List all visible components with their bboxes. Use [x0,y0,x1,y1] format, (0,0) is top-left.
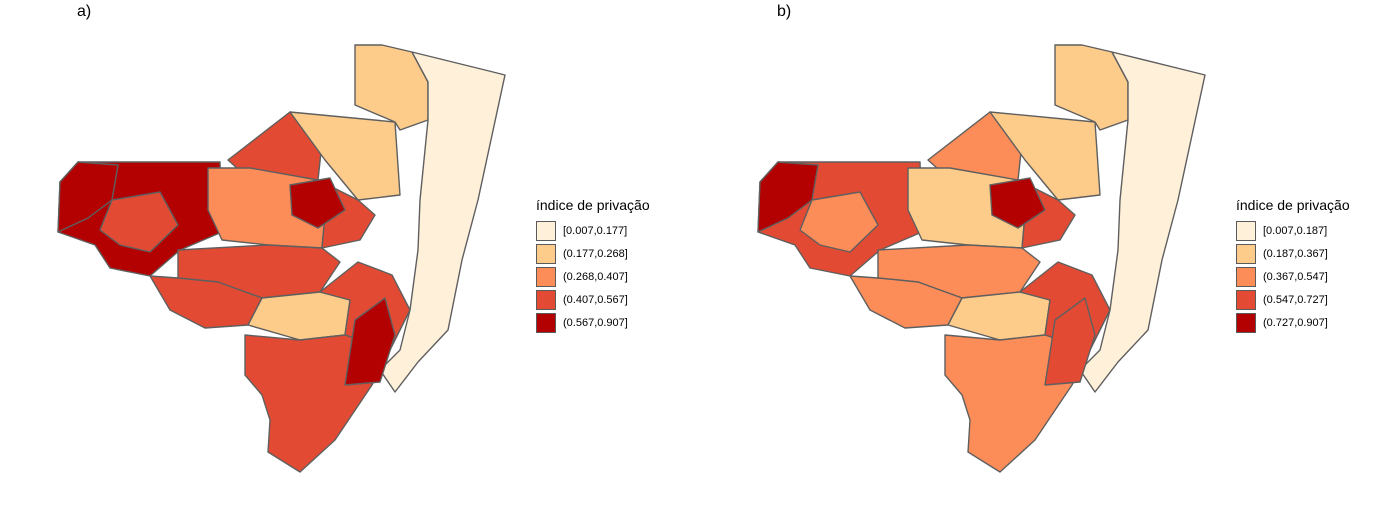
map-panel-b: b) índice de privação [0.007,0.187] (0.18… [700,0,1392,509]
legend-swatch [536,220,556,241]
legend-item: (0.727,0.907] [1236,311,1350,334]
panel-label: b) [777,3,792,20]
legend-swatch [536,266,556,287]
region-south-center [947,291,1051,341]
legend-label: (0.547,0.727] [1263,293,1328,306]
legend-label: [0.007,0.177] [563,224,628,237]
legend-swatch [1236,220,1256,241]
legend-label: (0.407,0.567] [563,293,628,306]
legend-label: (0.727,0.907] [1263,316,1328,329]
legend-item: (0.367,0.547] [1236,265,1350,288]
region-east-coast [1079,51,1206,393]
legend-item: (0.567,0.907] [536,311,650,334]
region-southeast-dark [1044,297,1096,386]
legend-label: [0.007,0.187] [1263,224,1328,237]
legend-item: (0.187,0.367] [1236,242,1350,265]
region-east-coast [379,51,506,393]
legend-swatch [1236,312,1256,333]
legend-label: (0.177,0.268] [563,247,628,260]
legend-swatch [1236,289,1256,310]
legend-swatch [536,312,556,333]
legend-item: (0.547,0.727] [1236,288,1350,311]
region-north-large [989,111,1101,201]
region-center-dark [289,177,346,229]
legend-swatch [536,243,556,264]
legend-title: índice de privação [1236,197,1350,213]
legend-title: índice de privação [536,197,650,213]
legend-label: (0.187,0.367] [1263,247,1328,260]
legend-label: (0.367,0.547] [1263,270,1328,283]
choropleth-map [757,44,1206,473]
legend-item: [0.007,0.177] [536,219,650,242]
legend-item: (0.177,0.268] [536,242,650,265]
map-panel-a: a) índice de privação [0.007,0.177] (0.17… [57,3,650,473]
region-west-inner [799,191,879,253]
panel-label: a) [77,3,92,20]
region-southeast-dark [344,297,396,386]
legend-swatch [536,289,556,310]
legend-item: [0.007,0.187] [1236,219,1350,242]
choropleth-map [57,44,506,473]
region-west-inner [99,191,179,253]
legend-label: (0.567,0.907] [563,316,628,329]
legend: índice de privação [0.007,0.177] (0.177,0… [536,197,650,334]
region-north-large [289,111,401,201]
legend-swatch [1236,243,1256,264]
region-center-dark [989,177,1046,229]
legend-item: (0.268,0.407] [536,265,650,288]
legend-item: (0.407,0.567] [536,288,650,311]
region-south-center [247,291,351,341]
legend-label: (0.268,0.407] [563,270,628,283]
legend-swatch [1236,266,1256,287]
legend: índice de privação [0.007,0.187] (0.187,0… [1236,197,1350,334]
